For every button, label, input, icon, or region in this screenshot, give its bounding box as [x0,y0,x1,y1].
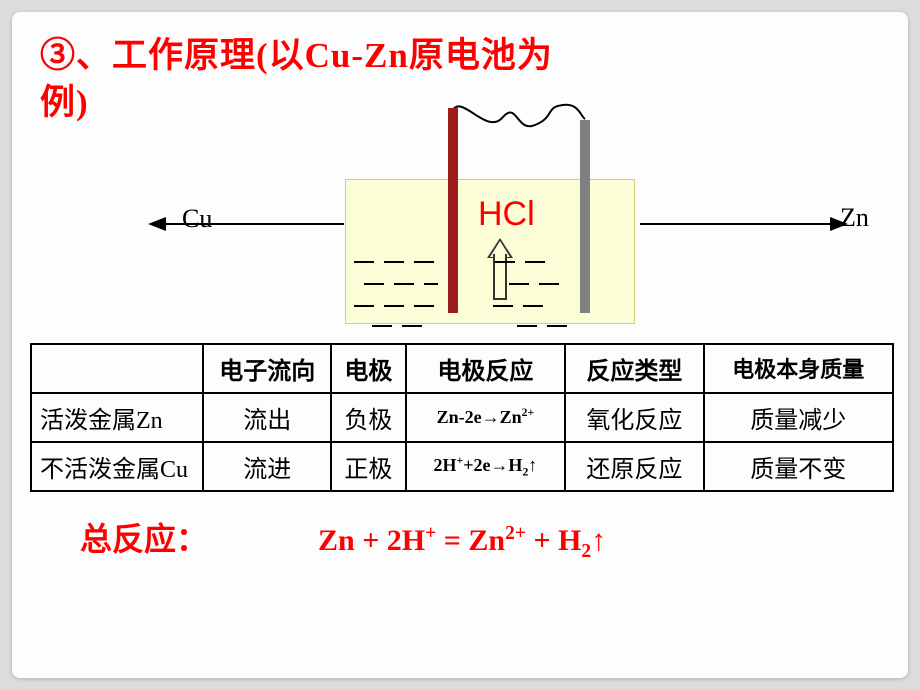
total-reaction-row: 总反应： Zn + 2H+ = Zn2+ + H2↑ [40,514,880,563]
table-cell: 流进 [203,442,331,491]
total-equation: Zn + 2H+ = Zn2+ + H2↑ [318,523,606,563]
table-cell: 不活泼金属Cu [31,442,203,491]
table-cell: 质量减少 [704,393,893,442]
table-header-cell [31,344,203,393]
page-frame: ③、工作原理(以Cu-Zn原电池为 例) HCl [0,0,920,690]
table-row: 活泼金属Zn流出负极Zn-2e→Zn2+氧化反应质量减少 [31,393,893,442]
table-body: 活泼金属Zn流出负极Zn-2e→Zn2+氧化反应质量减少不活泼金属Cu流进正极2… [31,393,893,491]
table-header-cell: 电极反应 [406,344,566,393]
table-cell: Zn-2e→Zn2+ [406,393,566,442]
beaker: HCl [345,179,635,324]
table-cell: 氧化反应 [565,393,703,442]
battery-diagram: HCl [40,99,880,339]
table-cell: 负极 [331,393,405,442]
arrow-right-line [640,223,834,225]
table-header-cell: 电极 [331,344,405,393]
arrow-left-head [148,215,166,233]
label-cu: Cu [182,204,212,234]
table-header-cell: 反应类型 [565,344,703,393]
label-zn: Zn [840,203,869,233]
liquid-dash [346,314,634,332]
table-cell: 活泼金属Zn [31,393,203,442]
table-cell: 还原反应 [565,442,703,491]
liquid-dash [346,272,634,290]
table-cell: 正极 [331,442,405,491]
table-cell: 流出 [203,393,331,442]
table-cell: 2H++2e→H2↑ [406,442,566,491]
total-label: 总反应： [80,514,208,560]
table-row: 不活泼金属Cu流进正极2H++2e→H2↑还原反应质量不变 [31,442,893,491]
slide: ③、工作原理(以Cu-Zn原电池为 例) HCl [12,12,908,678]
reactions-table: 电子流向电极电极反应反应类型电极本身质量 活泼金属Zn流出负极Zn-2e→Zn2… [30,343,894,492]
table-header-cell: 电极本身质量 [704,344,893,393]
table-cell: 质量不变 [704,442,893,491]
table-header-cell: 电子流向 [203,344,331,393]
liquid-dash [346,294,634,312]
liquid-dash [346,250,634,268]
table-header-row: 电子流向电极电极反应反应类型电极本身质量 [31,344,893,393]
electrolyte-label: HCl [478,195,535,234]
title-line1: ③、工作原理(以Cu-Zn原电池为 [40,36,553,75]
